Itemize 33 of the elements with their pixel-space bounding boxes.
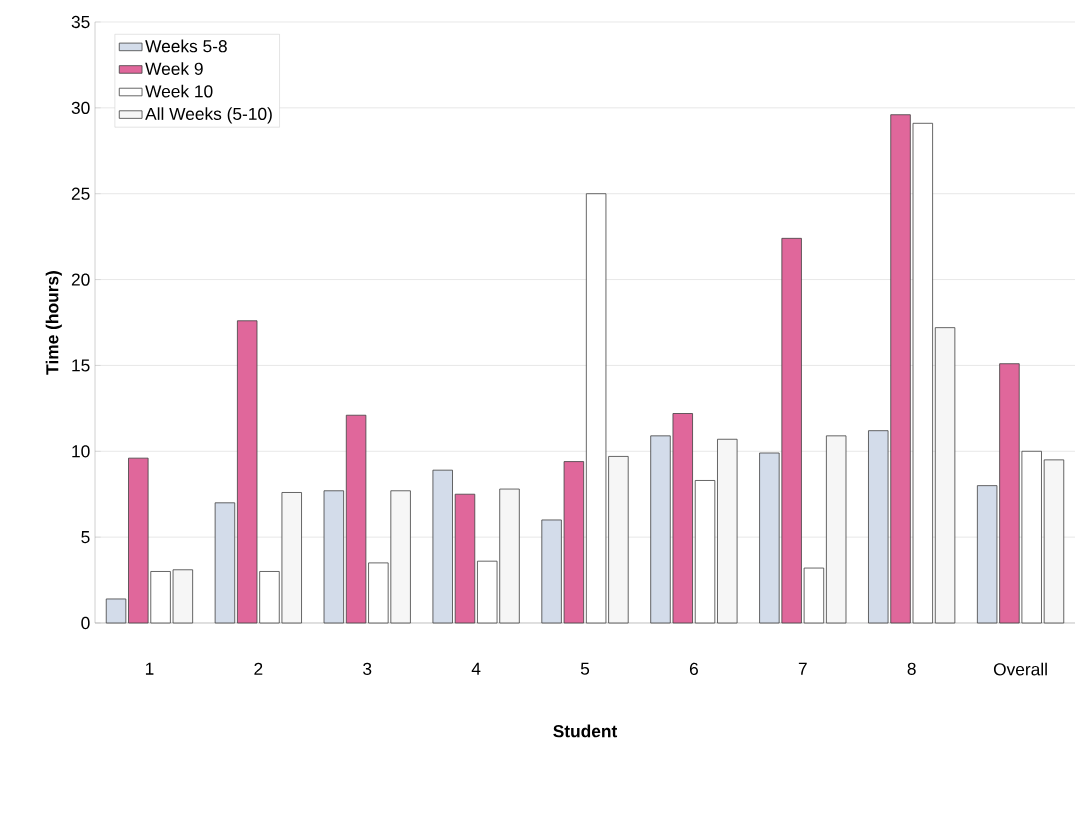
y-tick-label: 10 bbox=[72, 445, 90, 458]
y-tick-label: 35 bbox=[71, 15, 90, 29]
legend-label: Weeks 5-8 bbox=[145, 39, 227, 53]
x-tick-label: 7 bbox=[798, 662, 807, 675]
y-tick-label: 0 bbox=[81, 616, 90, 630]
legend-label: All Weeks (5-10) bbox=[145, 107, 272, 124]
x-axis-title: Student bbox=[553, 724, 618, 738]
bar bbox=[934, 327, 956, 624]
bar bbox=[825, 435, 847, 624]
y-tick-label: 20 bbox=[71, 273, 90, 286]
y-tick-label: 15 bbox=[72, 359, 90, 372]
x-tick-label: 1 bbox=[145, 662, 154, 675]
bar bbox=[105, 598, 127, 624]
x-tick-label: 6 bbox=[689, 662, 698, 675]
x-tick-label: Overall bbox=[993, 662, 1047, 676]
bar bbox=[214, 502, 236, 624]
legend-label: Week 9 bbox=[145, 62, 203, 75]
legend-label: Week 10 bbox=[145, 84, 213, 98]
y-tick-label: 5 bbox=[81, 531, 90, 544]
bar bbox=[432, 469, 453, 624]
bar bbox=[454, 493, 476, 624]
bar bbox=[323, 490, 345, 624]
x-tick-label: 8 bbox=[907, 662, 916, 675]
bar bbox=[717, 438, 738, 624]
x-tick-label: 5 bbox=[580, 662, 590, 675]
y-tick-label: 25 bbox=[71, 187, 90, 200]
x-tick-label: 3 bbox=[363, 662, 372, 675]
bar bbox=[1043, 459, 1065, 624]
bar bbox=[694, 480, 716, 624]
y-axis-title: Time (hours) bbox=[45, 271, 62, 375]
x-tick-label: 2 bbox=[254, 662, 263, 675]
y-tick-label: 30 bbox=[71, 101, 90, 114]
x-tick-label: 4 bbox=[471, 662, 481, 675]
